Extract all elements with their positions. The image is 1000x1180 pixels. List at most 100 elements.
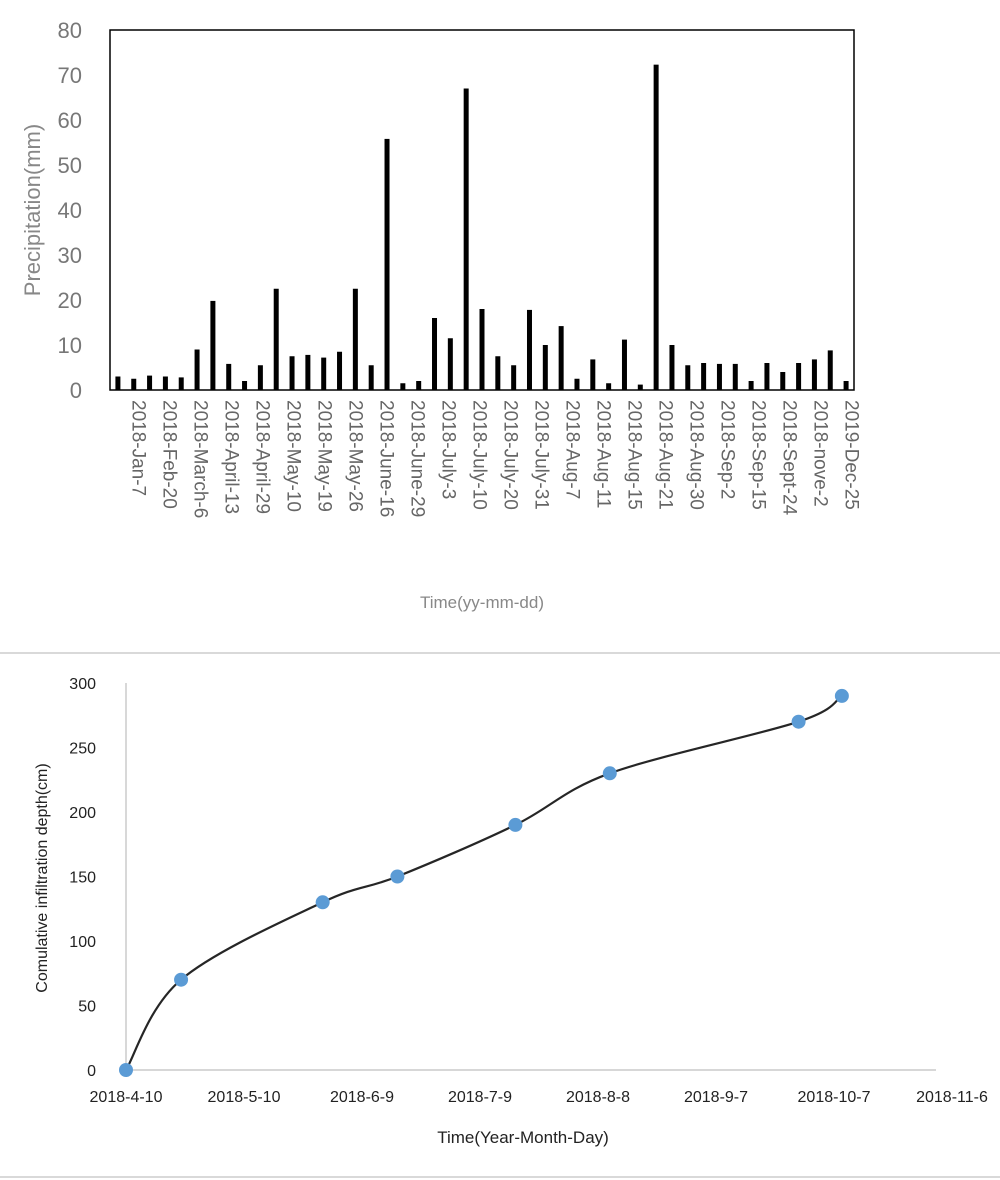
panel-divider [0, 1176, 1000, 1178]
precip-bar [653, 64, 659, 391]
precip-bar [764, 363, 770, 390]
x-tick-label-1: 2018-March-6 [190, 400, 211, 518]
precip-bar [289, 356, 295, 390]
data-point-marker [602, 766, 617, 781]
precip-bar [843, 381, 849, 390]
data-point-marker [174, 972, 189, 987]
x-tick-label-1: 2018-nove-2 [810, 400, 831, 507]
precip-bar [162, 376, 168, 390]
data-point-marker [791, 714, 806, 729]
y-axis-title-1: Precipitation(mm) [20, 124, 45, 296]
x-tick-label-1: 2018-April-13 [221, 400, 242, 514]
x-tick-label-2: 2018-8-8 [566, 1089, 630, 1106]
precip-bar [321, 357, 327, 390]
x-tick-label-2: 2018-4-10 [90, 1089, 163, 1106]
precip-bar [495, 356, 501, 390]
y-tick-label-1: 0 [70, 378, 82, 403]
x-tick-label-1: 2018-May-10 [283, 400, 304, 512]
y-tick-label-1: 50 [58, 153, 82, 178]
precip-bar [368, 365, 374, 390]
precip-bar [194, 349, 200, 390]
precip-bar [400, 383, 406, 390]
x-tick-label-1: 2018-Aug-11 [593, 400, 614, 508]
y-tick-label-1: 60 [58, 108, 82, 133]
x-tick-label-2: 2018-9-7 [684, 1089, 748, 1106]
precip-bar [748, 381, 754, 390]
precip-bar [147, 375, 153, 390]
data-point-marker [508, 817, 523, 832]
x-tick-label-1: 2018-Jan-7 [128, 400, 149, 496]
y-tick-label-1: 20 [58, 288, 82, 313]
x-tick-label-1: 2018-May-26 [345, 400, 366, 512]
precip-bar [416, 381, 422, 390]
precip-bar [257, 365, 263, 390]
precip-bar [606, 383, 612, 390]
data-point-marker [119, 1063, 133, 1077]
precip-bar [226, 363, 232, 390]
x-tick-label-1: 2018-July-10 [469, 400, 490, 510]
x-tick-label-1: 2018-May-19 [314, 400, 335, 512]
precip-bar [273, 288, 279, 390]
y-tick-label-1: 30 [58, 243, 82, 268]
precip-bar [716, 363, 722, 390]
precip-bar [796, 363, 802, 390]
y-tick-label-2: 300 [69, 676, 96, 693]
precip-bar [637, 384, 643, 390]
precip-bar [115, 376, 121, 390]
data-point-marker [315, 895, 330, 910]
precip-bar [811, 359, 817, 390]
x-axis-title-1: Time(yy-mm-dd) [420, 593, 544, 612]
y-tick-label-2: 200 [69, 805, 96, 822]
precip-bar [432, 318, 438, 390]
precip-bar [447, 338, 453, 390]
y-tick-label-2: 50 [78, 999, 96, 1016]
y-tick-label-1: 80 [58, 18, 82, 43]
precip-bar [701, 363, 707, 390]
x-tick-label-1: 2018-July-20 [500, 400, 521, 510]
x-tick-label-1: 2018-July-3 [438, 400, 459, 499]
precip-bar [732, 363, 738, 390]
y-tick-label-2: 0 [87, 1063, 96, 1080]
precip-bar [463, 88, 469, 390]
precip-bar [178, 377, 184, 390]
x-tick-label-1: 2018-Aug-21 [655, 400, 676, 510]
x-tick-label-1: 2019-Dec-25 [841, 400, 862, 510]
x-tick-label-1: 2018-June-29 [407, 400, 428, 517]
x-tick-label-2: 2018-10-7 [798, 1089, 871, 1106]
precip-bar [590, 359, 596, 390]
precip-bar [384, 138, 390, 390]
precip-bar [827, 350, 833, 390]
y-tick-label-1: 10 [58, 333, 82, 358]
x-tick-label-2: 2018-11-6 [916, 1089, 988, 1106]
y-tick-label-2: 150 [69, 870, 96, 887]
y-tick-label-1: 70 [58, 63, 82, 88]
precip-bar [542, 345, 548, 390]
x-tick-label-1: 2018-Feb-20 [159, 400, 180, 509]
precip-bar [337, 351, 343, 390]
precip-bar [558, 326, 564, 390]
x-tick-label-1: 2018-Sep-2 [717, 400, 738, 499]
x-tick-label-1: 2018-July-31 [531, 400, 552, 510]
infiltration-line [125, 694, 843, 1071]
precip-bar [780, 372, 786, 390]
x-axis-title-2: Time(Year-Month-Day) [437, 1128, 609, 1147]
precip-bar [352, 288, 358, 390]
x-tick-label-1: 2018-Sep-15 [748, 400, 769, 510]
precip-bar [621, 339, 627, 390]
precip-bar [526, 309, 532, 390]
y-tick-label-2: 250 [69, 741, 96, 758]
x-tick-label-1: 2018-June-16 [376, 400, 397, 517]
data-point-marker [390, 869, 405, 884]
precip-bar [305, 354, 311, 390]
x-tick-label-2: 2018-6-9 [330, 1089, 394, 1106]
y-tick-label-1: 40 [58, 198, 82, 223]
x-tick-label-2: 2018-5-10 [208, 1089, 281, 1106]
x-tick-label-1: 2018-April-29 [252, 400, 273, 514]
precip-bar [242, 381, 248, 390]
x-tick-label-1: 2018-Sept-24 [779, 400, 800, 516]
x-tick-label-1: 2018-Aug-7 [562, 400, 583, 499]
precip-bar [669, 345, 675, 390]
precip-bar [685, 365, 691, 390]
y-axis-title-2: Comulative infiltration depth(cm) [34, 763, 51, 992]
